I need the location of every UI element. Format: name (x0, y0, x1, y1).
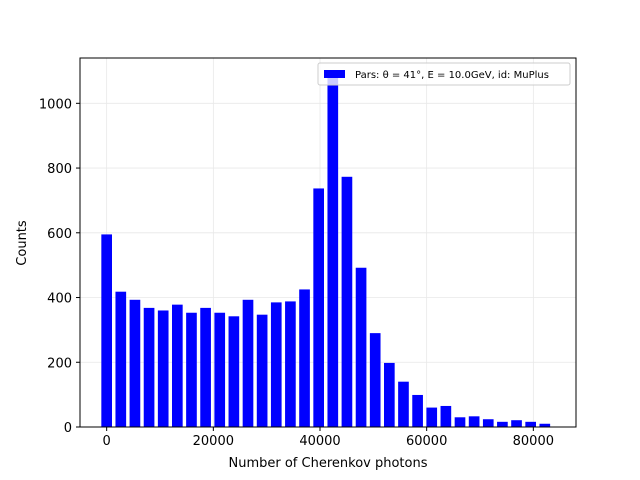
bar (242, 299, 254, 427)
bar (398, 381, 409, 427)
bar (539, 423, 551, 427)
bar (172, 304, 183, 427)
x-tick-label: 20000 (193, 434, 234, 449)
bar (384, 362, 395, 427)
legend-swatch (324, 70, 345, 78)
bar (200, 307, 211, 427)
bar (327, 76, 339, 427)
y-tick-label: 200 (47, 356, 72, 371)
bar (482, 419, 494, 427)
y-axis-label: Counts (15, 220, 30, 266)
x-axis-label: Number of Cherenkov photons (229, 456, 428, 471)
x-tick-label: 60000 (406, 434, 447, 449)
y-axis: 0 200 400 600 800 1000 (39, 97, 80, 436)
x-tick-label: 0 (103, 434, 111, 449)
y-tick-label: 400 (47, 292, 72, 307)
y-tick-label: 800 (47, 162, 72, 177)
bar (440, 405, 452, 427)
y-tick-label: 600 (47, 227, 72, 242)
y-tick-label: 1000 (39, 97, 72, 112)
plot-frame (79, 57, 577, 428)
bar (497, 421, 508, 427)
x-tick-label: 80000 (513, 434, 554, 449)
bar (454, 417, 466, 427)
bar (285, 301, 296, 427)
bar (256, 314, 268, 427)
legend-label: Pars: θ = 41°, E = 10.0GeV, id: MuPlus (355, 70, 549, 81)
bar (115, 291, 127, 427)
legend: Pars: θ = 41°, E = 10.0GeV, id: MuPlus (317, 62, 571, 86)
y-tick-label: 0 (64, 421, 72, 436)
bar (468, 416, 480, 427)
bar (129, 299, 141, 427)
bar (412, 394, 423, 427)
bar (299, 289, 310, 427)
bar (270, 302, 282, 427)
bar (313, 188, 324, 427)
bar (101, 234, 112, 427)
bar (511, 420, 522, 427)
legend-box (317, 62, 571, 86)
bar (355, 267, 367, 427)
x-axis: 0 20000 40000 60000 80000 (103, 427, 554, 449)
bar (426, 407, 438, 427)
bar (214, 312, 226, 427)
bar (369, 333, 381, 427)
x-tick-label: 40000 (299, 434, 340, 449)
bars (101, 76, 551, 427)
bar (228, 316, 240, 427)
bar (525, 421, 536, 427)
bar (341, 176, 353, 427)
bar (186, 312, 197, 427)
bar (157, 310, 169, 427)
bar (143, 307, 155, 427)
